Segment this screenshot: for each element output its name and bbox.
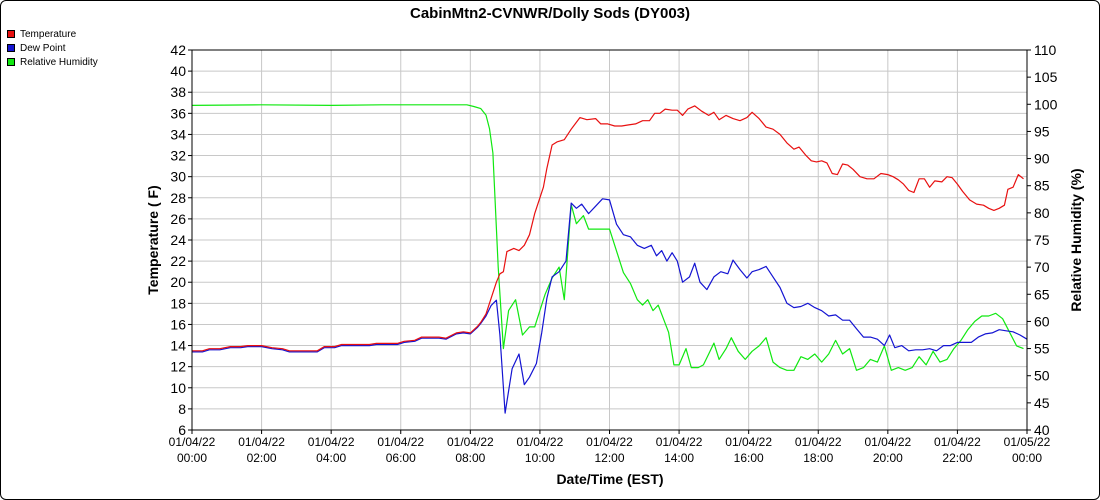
y2-tick-label: 45 [1034,395,1050,411]
series-line-temperature [192,105,1024,352]
temperature-swatch [7,30,15,38]
y-tick-label: 22 [170,253,186,269]
y-tick-label: 10 [170,380,186,396]
x-tick-label-time: 02:00 [247,451,277,465]
y2-tick-label: 60 [1034,313,1050,329]
y2-tick-label: 50 [1034,368,1050,384]
x-tick-label-time: 12:00 [594,451,624,465]
x-tick-label-date: 01/04/22 [864,435,911,449]
y2-tick-label: 80 [1034,205,1050,221]
x-tick-label-time: 04:00 [316,451,346,465]
x-tick-label-time: 16:00 [734,451,764,465]
x-tick-label-date: 01/04/22 [238,435,285,449]
y2-tick-label: 55 [1034,341,1050,357]
y-tick-label: 6 [178,422,186,438]
legend: Temperature Dew Point Relative Humidity [7,27,98,69]
x-tick-label-time: 00:00 [1012,451,1042,465]
y-tick-label: 28 [170,190,186,206]
x-tick-label-date: 01/04/22 [725,435,772,449]
y-tick-label: 8 [178,401,186,417]
legend-label: Dew Point [20,42,66,54]
y-tick-label: 38 [170,84,186,100]
x-tick-label-time: 10:00 [525,451,555,465]
y-tick-label: 32 [170,148,186,164]
y2-tick-label: 40 [1034,422,1050,438]
x-tick-label-date: 01/05/22 [1004,435,1051,449]
x-tick-label-date: 01/04/22 [656,435,703,449]
x-tick-label-date: 01/04/22 [447,435,494,449]
legend-item-relative-humidity[interactable]: Relative Humidity [7,55,98,69]
y-tick-label: 14 [170,338,186,354]
relative-humidity-swatch [7,58,15,66]
y2-tick-label: 75 [1034,232,1050,248]
y-tick-label: 18 [170,295,186,311]
y-tick-label: 12 [170,359,186,375]
y2-tick-label: 110 [1034,42,1057,58]
grid-lines [191,49,1028,431]
legend-label: Temperature [20,28,77,40]
y2-axis-label: Relative Humidity (%) [1068,168,1084,311]
y2-tick-label: 65 [1034,286,1050,302]
y-tick-label: 26 [170,211,186,227]
x-tick-label-time: 18:00 [803,451,833,465]
x-tick-label-time: 14:00 [664,451,694,465]
dew-point-swatch [7,44,15,52]
chart-title: CabinMtn2-CVNWR/Dolly Sods (DY003) [410,5,690,22]
y2-tick-label: 105 [1034,69,1058,85]
y-tick-label: 24 [170,232,186,248]
x-tick-label-date: 01/04/22 [586,435,633,449]
y-tick-label: 40 [170,63,186,79]
y-tick-label: 20 [170,274,186,290]
legend-item-dew-point[interactable]: Dew Point [7,41,98,55]
x-tick-label-date: 01/04/22 [795,435,842,449]
x-tick-label-date: 01/04/22 [934,435,981,449]
y-axis-label: Temperature ( F) [145,185,161,294]
x-axis-label: Date/Time (EST) [556,471,663,487]
series-line-relative-humidity [191,104,1024,371]
legend-item-temperature[interactable]: Temperature [7,27,98,41]
y-tick-label: 34 [170,126,186,142]
y-axis-right: 40 45 50 55 60 65 70 75 80 85 90 95 100 105 110 [1027,42,1058,438]
series-line-dew-point [192,198,1028,414]
x-tick-label-date: 01/04/22 [169,435,216,449]
x-tick-label-time: 20:00 [873,451,903,465]
x-tick-label-time: 06:00 [386,451,416,465]
y2-tick-label: 70 [1034,259,1050,275]
x-tick-label-date: 01/04/22 [517,435,564,449]
y-tick-label: 36 [170,105,186,121]
x-tick-label-date: 01/04/22 [377,435,424,449]
y2-tick-label: 90 [1034,151,1050,167]
y2-tick-label: 100 [1034,96,1058,112]
series-lines [191,104,1028,414]
y-tick-label: 30 [170,169,186,185]
x-tick-label-time: 08:00 [455,451,485,465]
legend-label: Relative Humidity [20,56,98,68]
y-tick-label: 16 [170,316,186,332]
x-tick-label-time: 22:00 [942,451,972,465]
x-axis: 01/04/22 00:00 01/04/22 02:00 01/04/22 04:00 0… [169,430,1051,465]
y2-tick-label: 95 [1034,123,1050,139]
y2-tick-label: 85 [1034,178,1050,194]
y-axis-left: 6 8 10 12 14 16 18 20 22 24 26 28 30 32 34 36 38 40 42 [170,42,192,438]
y-tick-label: 42 [170,42,186,58]
x-tick-label-date: 01/04/22 [308,435,355,449]
x-tick-label-time: 00:00 [177,451,207,465]
